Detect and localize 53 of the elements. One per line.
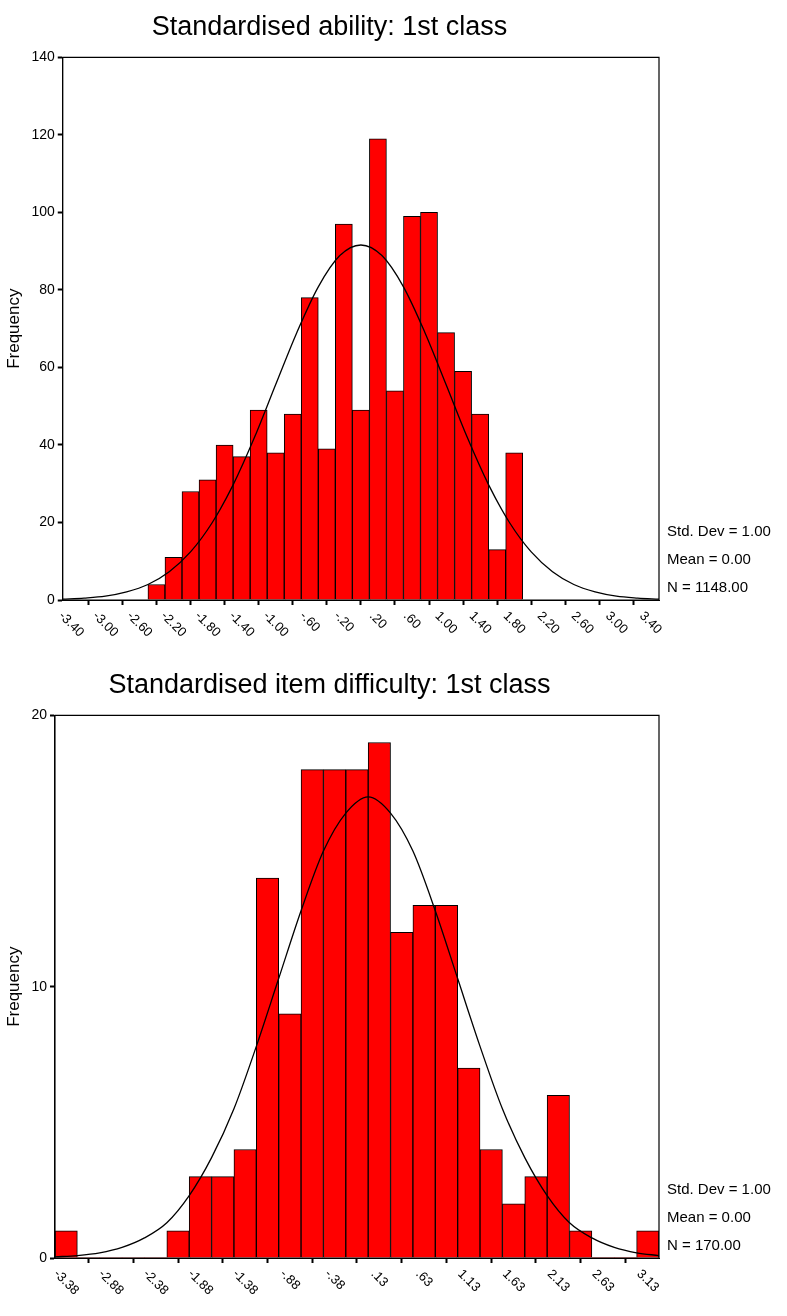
text: Std. Dev = 1.00 <box>667 1180 771 1198</box>
text: N = 170.00 <box>667 1236 741 1254</box>
y-tick-label: 80 <box>39 280 55 297</box>
x-tick-label: -1.38 <box>230 1265 262 1298</box>
x-tick-label: -1.88 <box>185 1265 217 1298</box>
x-tick-label: 3.40 <box>636 607 666 637</box>
text: Mean = 0.00 <box>667 550 751 568</box>
y-tick-label: 140 <box>31 48 55 65</box>
x-tick-label: 1.40 <box>466 607 496 637</box>
x-tick-label: 3.13 <box>634 1265 663 1295</box>
x-tick-label: -.38 <box>322 1265 349 1293</box>
y-tick-label: 100 <box>31 203 55 220</box>
x-tick-label: -1.00 <box>260 607 293 640</box>
chart-title: Standardised item difficulty: 1st class <box>108 668 551 699</box>
x-tick-label: -2.20 <box>158 607 190 640</box>
y-axis-title: Frequency <box>3 946 23 1027</box>
y-tick-label: 0 <box>46 590 55 607</box>
text: Std. Dev = 1.00 <box>667 522 771 540</box>
y-axis-title: Frequency <box>3 288 23 369</box>
x-tick-label: 1.63 <box>499 1265 529 1295</box>
text: N = 1148.00 <box>667 578 749 596</box>
x-tick-label: 2.63 <box>589 1265 618 1295</box>
x-tick-label: 1.00 <box>432 607 461 637</box>
x-tick-label: 2.13 <box>544 1265 574 1295</box>
y-tick-label: 10 <box>31 977 48 994</box>
x-tick-label: -.20 <box>331 607 358 635</box>
y-tick-label: 20 <box>31 706 48 723</box>
x-tick-label: -3.38 <box>51 1265 83 1298</box>
chart-title: Standardised ability: 1st class <box>151 10 508 41</box>
x-tick-label: 3.00 <box>602 607 632 637</box>
x-tick-label: -.60 <box>297 607 324 635</box>
x-tick-label: -2.88 <box>95 1265 128 1298</box>
x-tick-label: .13 <box>368 1265 392 1290</box>
x-tick-label: -1.80 <box>192 607 224 640</box>
y-tick-label: 120 <box>31 125 55 142</box>
text: Mean = 0.00 <box>667 1208 751 1226</box>
x-tick-label: 2.20 <box>534 607 564 637</box>
x-tick-label: .63 <box>413 1265 437 1290</box>
x-tick-label: 1.13 <box>455 1265 484 1295</box>
x-tick-label: .60 <box>400 607 425 632</box>
x-tick-label: 2.60 <box>568 607 598 637</box>
x-tick-label: 1.80 <box>500 607 530 637</box>
y-tick-label: 0 <box>39 1248 48 1265</box>
x-tick-label: .20 <box>366 607 391 632</box>
y-tick-label: 20 <box>39 513 55 530</box>
y-tick-label: 60 <box>39 358 55 375</box>
x-tick-label: -.88 <box>277 1265 304 1293</box>
x-tick-label: -1.40 <box>226 607 259 640</box>
x-tick-label: -2.38 <box>140 1265 173 1298</box>
y-tick-label: 40 <box>39 435 55 452</box>
x-tick-label: -2.60 <box>124 607 156 640</box>
x-tick-label: -3.40 <box>56 607 88 640</box>
x-tick-label: -3.00 <box>90 607 122 640</box>
